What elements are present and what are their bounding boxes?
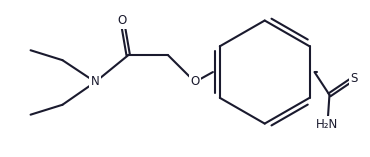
Text: N: N: [91, 76, 100, 88]
Text: S: S: [351, 71, 358, 84]
Text: H₂N: H₂N: [316, 118, 339, 131]
Text: O: O: [118, 14, 127, 27]
Text: O: O: [190, 76, 199, 88]
